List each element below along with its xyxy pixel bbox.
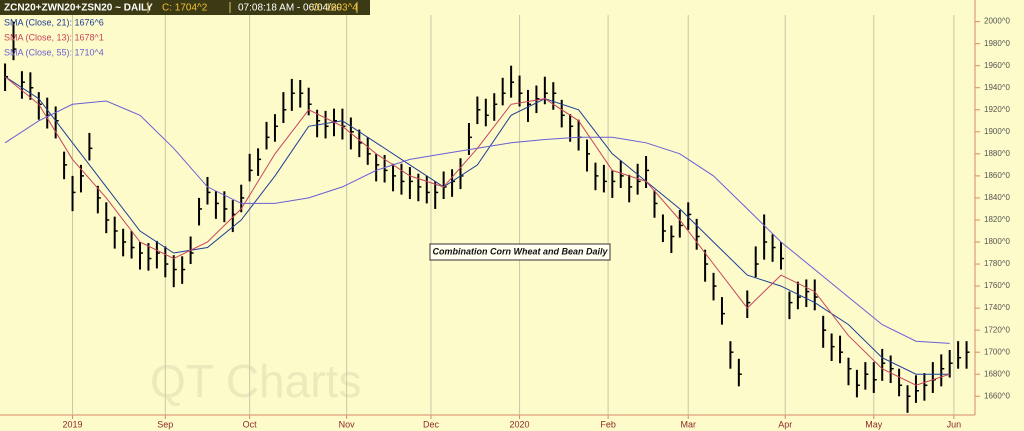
header-open: O: 1693^4 [312,3,358,14]
y-tick-label: 1860^0 [984,171,1011,180]
x-tick-label: 2019 [63,419,83,429]
x-tick-label: Dec [423,419,440,429]
x-tick-label: Mar [680,419,696,429]
y-tick-label: 1840^0 [984,193,1011,202]
y-tick-label: 1980^0 [984,39,1011,48]
y-tick-label: 1720^0 [984,325,1011,334]
y-tick-label: 1760^0 [984,281,1011,290]
y-tick-label: 1800^0 [984,237,1011,246]
sma-line [4,100,950,344]
legend-entry: SMA (Close, 13): 1678^1 [4,32,104,42]
x-tick-label: Sep [157,419,173,429]
header-bar [0,0,370,15]
watermark: QT Charts [150,355,361,407]
y-tick-label: 1780^0 [984,259,1011,268]
y-tick-label: 1900^0 [984,127,1011,136]
x-tick-label: May [865,419,883,429]
y-tick-label: 1660^0 [984,391,1011,400]
header-symbol: ZCN20+ZWN20+ZSN20 ~ DAILY [4,3,153,14]
y-tick-label: 1960^0 [984,61,1011,70]
y-tick-label: 1880^0 [984,149,1011,158]
annotation-box [429,243,611,261]
y-tick-label: 1940^0 [984,83,1011,92]
y-tick-label: 1920^0 [984,105,1011,114]
y-tick-label: 1700^0 [984,347,1011,356]
header-close: C: 1704^2 [162,3,208,14]
legend-entry: SMA (Close, 21): 1676^6 [4,17,104,27]
y-tick-label: 1740^0 [984,303,1011,312]
y-tick-label: 1680^0 [984,369,1011,378]
x-tick-label: Jun [947,419,962,429]
header-time: 07:08:18 AM - 06/04/20 [238,3,342,14]
y-tick-label: 2000^0 [984,17,1011,26]
annotation: Combination Corn Wheat and Bean Daily [432,246,608,256]
x-tick-label: Nov [339,419,356,429]
sma-line [4,76,950,375]
legend-entry: SMA (Close, 55): 1710^4 [4,47,104,57]
x-tick-label: 2020 [510,419,530,429]
x-tick-label: Apr [778,419,792,429]
x-tick-label: Oct [243,419,258,429]
y-tick-label: 1820^0 [984,215,1011,224]
x-tick-label: Feb [600,419,616,429]
annotation-group: Combination Corn Wheat and Bean Daily [429,243,611,261]
